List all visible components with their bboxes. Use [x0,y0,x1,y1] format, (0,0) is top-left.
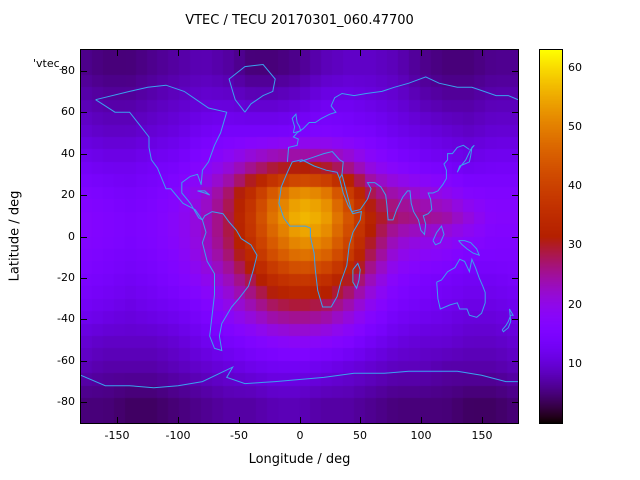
tick-mark [178,417,179,423]
y-tick-label: -60 [57,354,75,367]
tick-mark [512,112,518,113]
plot-title: VTEC / TECU 20170301_060.47700 [185,13,414,28]
tick-mark [300,417,301,423]
tick-mark [81,154,87,155]
coastline-path [456,144,475,173]
tick-mark [512,361,518,362]
x-tick-label: 100 [410,429,432,442]
coastline-path [201,211,258,352]
x-tick-label: 150 [471,429,493,442]
series-key-label: 'vtec_ [33,57,66,70]
coastlines-overlay [81,63,518,389]
x-axis-label: Longitude / deg [248,452,351,467]
colorbar-tick-label: 10 [568,357,582,370]
tick-mark [117,417,118,423]
tick-mark [300,50,301,56]
y-tick-label: -20 [57,271,75,284]
x-tick-label: 50 [353,429,367,442]
coastline-path [432,225,445,246]
colorbar-canvas [540,50,562,423]
y-tick-label: 80 [61,64,75,77]
tick-mark [239,50,240,56]
tick-mark [482,50,483,56]
tick-mark [421,50,422,56]
colorbar-tick-label: 50 [568,120,582,133]
coastline-path [286,76,518,162]
tick-mark [512,154,518,155]
tick-mark [81,278,87,279]
colorbar-tick-label: 20 [568,298,582,311]
x-tick-label: -150 [104,429,130,442]
tick-mark [421,417,422,423]
y-tick-label: 0 [68,230,75,243]
tick-mark [360,50,361,56]
coastline-path [341,144,470,236]
colorbar-tick-label: 40 [568,179,582,192]
colorbar-tick-label: 30 [568,238,582,251]
tick-mark [512,278,518,279]
x-tick-label: -100 [165,429,191,442]
coastline-path [436,257,486,318]
colorbar-tick-label: 60 [568,61,582,74]
colorbar-border [539,49,563,424]
tick-mark [81,319,87,320]
y-axis-label: Latitude / deg [7,190,23,282]
coastline-path [458,240,481,257]
coastline-path [501,308,514,333]
tick-mark [178,50,179,56]
coastline-path [352,262,361,290]
y-tick-label: -40 [57,312,75,325]
tick-mark [512,71,518,72]
tick-mark [81,112,87,113]
tick-mark [81,361,87,362]
plot-border [80,49,519,424]
tick-mark [512,319,518,320]
y-tick-label: 20 [61,188,75,201]
coastline-path [291,113,302,134]
tick-mark [81,195,87,196]
y-tick-label: -80 [57,395,75,408]
coastline-path [95,84,228,221]
x-tick-label: -50 [230,429,248,442]
tick-mark [117,50,118,56]
tick-mark [239,417,240,423]
coastline-path [81,365,518,389]
tick-mark [81,402,87,403]
coastline-path [299,150,344,179]
coastline-path [228,63,276,113]
y-tick-label: 40 [61,147,75,160]
y-tick-label: 60 [61,105,75,118]
tick-mark [512,237,518,238]
tick-mark [512,195,518,196]
tick-mark [482,417,483,423]
tick-mark [512,402,518,403]
coastline-path [197,190,211,196]
x-tick-label: 0 [296,429,304,442]
tick-mark [360,417,361,423]
tick-mark [81,71,87,72]
tick-mark [81,237,87,238]
vtec-heatmap-canvas [81,50,518,423]
